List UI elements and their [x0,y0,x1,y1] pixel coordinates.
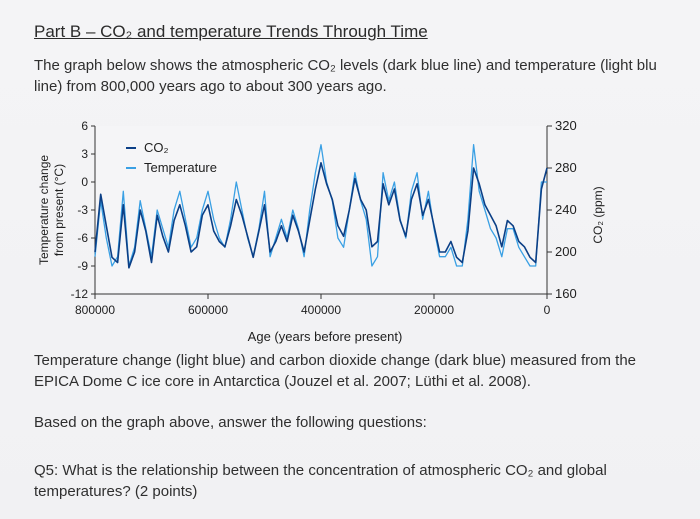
y-axis-right-label: CO₂ (ppm) [591,186,605,243]
left-tick-label: -12 [71,287,89,301]
plot-background [95,126,547,294]
left-tick-label: 0 [81,175,88,189]
series-layer [94,144,548,269]
right-tick-label: 320 [555,118,577,133]
left-tick-label: -6 [77,231,88,245]
right-tick-label: 280 [555,160,577,175]
x-axis-ticks: 800000 600000 400000 200000 0 [75,294,551,317]
page-heading: Part B – CO₂ and temperature Trends Thro… [34,22,428,41]
plot-area [94,126,548,295]
legend-co2-label: CO₂ [144,140,169,155]
co2-series-line [94,162,548,269]
x-tick-label: 0 [544,303,551,317]
figure-caption: Temperature change (light blue) and carb… [34,350,636,392]
left-axis-ticks: 6 3 0 -3 -6 -9 -12 [71,119,95,301]
temperature-series-line [94,144,547,267]
question-q5: Q5: What is the relationship between the… [34,460,607,502]
right-tick-label: 160 [555,286,577,301]
left-tick-label: 3 [81,147,88,161]
question-line: temperatures? (2 points) [34,483,198,500]
x-tick-label: 400000 [301,303,341,317]
instruction-text: Based on the graph above, answer the fol… [34,414,427,431]
x-tick-label: 800000 [75,303,115,317]
y-axis-left-label-line1: Temperature change [37,155,51,265]
legend: CO₂ Temperature [126,140,217,175]
left-tick-label: -3 [77,203,88,217]
x-axis-label: Age (years before present) [248,329,403,344]
x-tick-label: 200000 [414,303,454,317]
left-tick-label: 6 [81,119,88,133]
caption-line: Temperature change (light blue) and carb… [34,352,637,369]
y-axis-left-label-line2: from present (°C) [52,164,66,256]
right-axis-ticks: 320 280 240 200 160 [547,118,577,301]
question-line: Q5: What is the relationship between the… [34,462,607,479]
intro-line: line) from 800,000 years ago to about 30… [34,78,387,95]
right-tick-label: 240 [555,202,577,217]
caption-line: EPICA Dome C ice core in Antarctica (Jou… [34,373,531,390]
legend-temperature-label: Temperature [144,160,217,175]
left-tick-label: -9 [77,259,88,273]
intro-line: The graph below shows the atmospheric CO… [34,57,657,74]
right-tick-label: 200 [555,244,577,259]
intro-text: The graph below shows the atmospheric CO… [34,55,700,97]
x-tick-label: 600000 [188,303,228,317]
